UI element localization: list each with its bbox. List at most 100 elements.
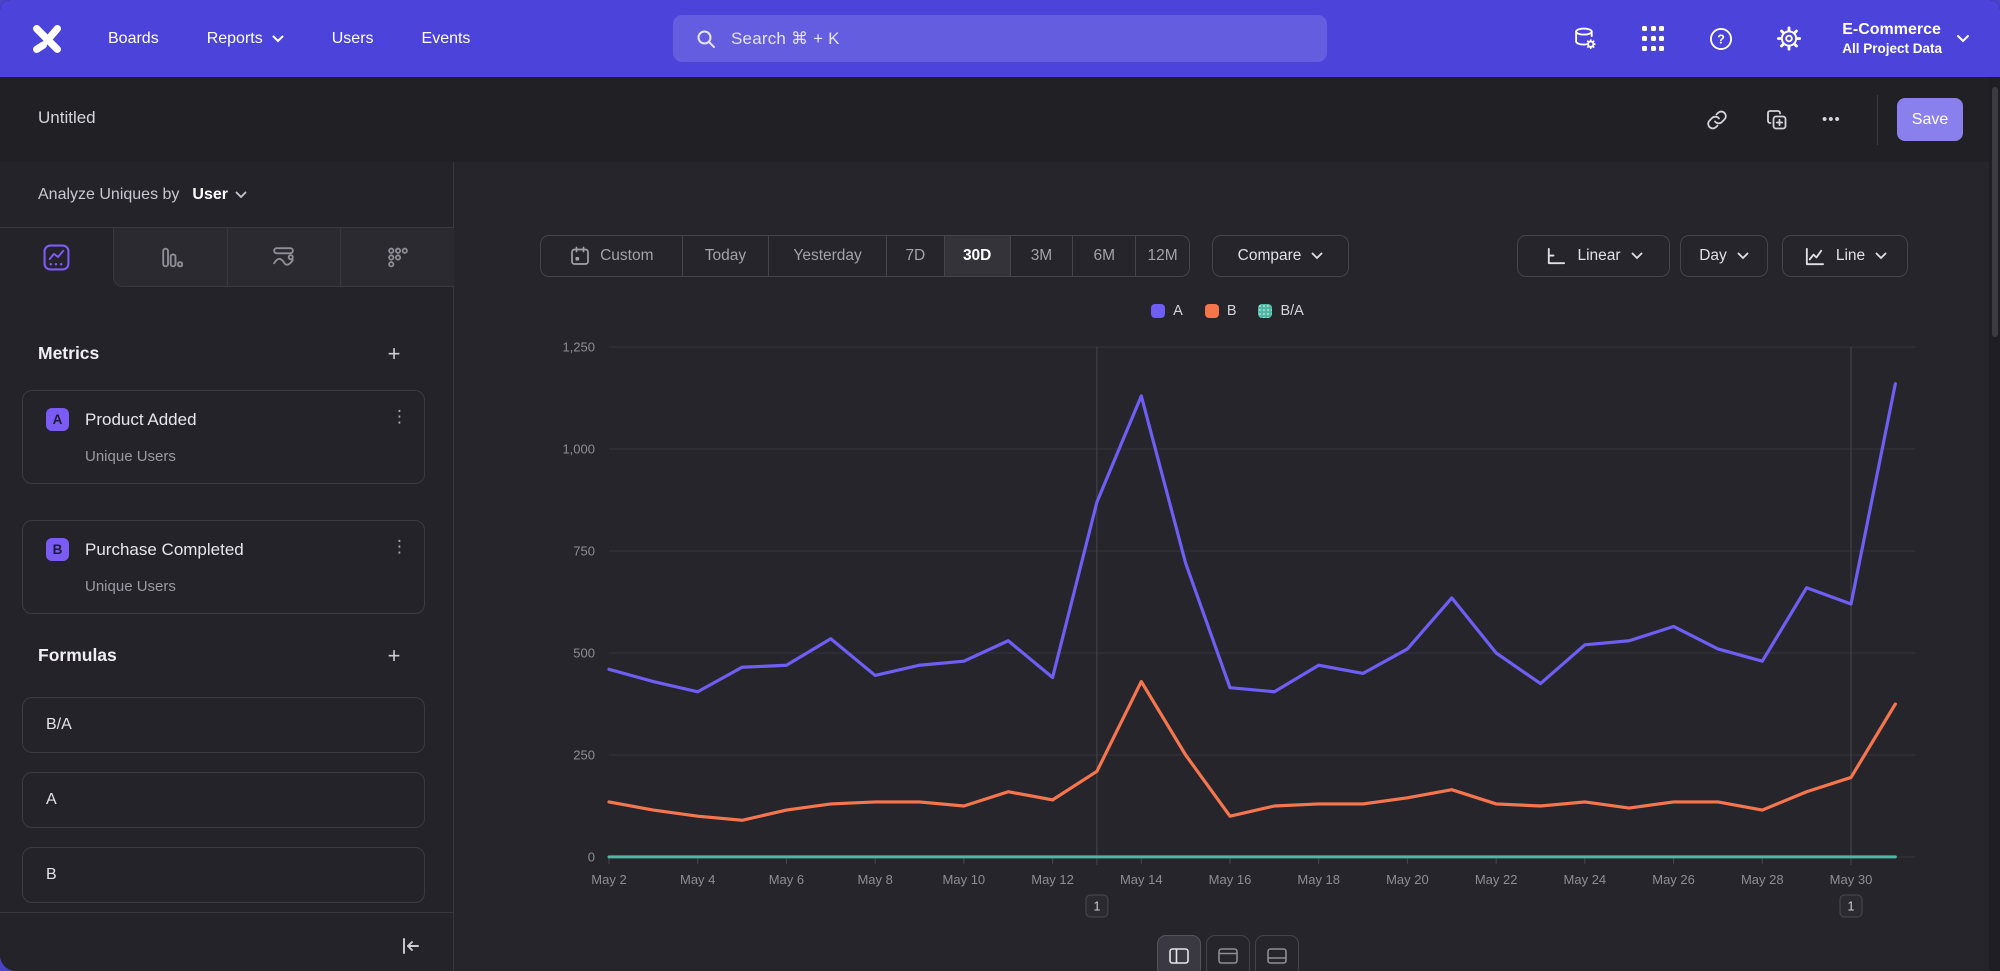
help-icon[interactable]: ? [1708, 26, 1734, 52]
chevron-down-icon[interactable] [235, 191, 247, 199]
project-name: E-Commerce [1842, 21, 1941, 38]
metric-badge-a: A [46, 408, 69, 431]
nav-item-boards[interactable]: Boards [108, 29, 159, 47]
metrics-heading: Metrics [38, 343, 100, 363]
svg-text:May 12: May 12 [1031, 872, 1074, 887]
range-3m[interactable]: 3M [1009, 236, 1073, 276]
formula-card-b[interactable]: B [22, 847, 425, 903]
series-A [607, 382, 1897, 694]
nav-right-cluster: ? E-Commerce All Project Data [1530, 0, 1970, 77]
scrollbar-thumb[interactable] [1991, 87, 1998, 337]
legend-label: B/A [1280, 303, 1304, 319]
chart-type-dropdown[interactable]: Line [1782, 235, 1908, 277]
project-chevron-down-icon[interactable] [1956, 34, 1970, 43]
duplicate-icon[interactable] [1765, 108, 1789, 132]
tab-line-chart[interactable] [0, 228, 113, 287]
metric-card-b[interactable]: B Purchase Completed Unique Users ⋮ [22, 520, 425, 614]
report-header: Untitled ••• Save [0, 77, 2000, 162]
analyze-value-dropdown[interactable]: User [192, 185, 228, 203]
svg-text:250: 250 [573, 748, 595, 763]
compare-button[interactable]: Compare [1212, 235, 1349, 277]
metric-name[interactable]: Product Added [85, 410, 197, 429]
svg-text:750: 750 [573, 544, 595, 559]
data-management-icon[interactable] [1572, 26, 1598, 52]
svg-text:1,250: 1,250 [562, 340, 595, 355]
svg-text:May 4: May 4 [680, 872, 715, 887]
interval-dropdown[interactable]: Day [1680, 235, 1768, 277]
more-options-icon[interactable]: ••• [1822, 111, 1841, 128]
scale-label: Linear [1577, 247, 1621, 264]
range-today[interactable]: Today [681, 236, 769, 276]
metric-name[interactable]: Purchase Completed [85, 540, 244, 559]
layout-split-left-button[interactable] [1156, 935, 1201, 971]
collapse-sidebar-button[interactable] [392, 932, 428, 962]
svg-text:1: 1 [1093, 900, 1100, 914]
save-button[interactable]: Save [1897, 98, 1963, 141]
flow-icon [273, 246, 295, 266]
scrollbar-track[interactable] [1989, 77, 2000, 971]
chevron-down-icon [272, 35, 284, 42]
scale-dropdown[interactable]: Linear [1517, 235, 1670, 277]
axis-scale-icon [1548, 247, 1566, 264]
chevron-down-icon [1311, 252, 1323, 260]
metric-menu-icon[interactable]: ⋮ [391, 407, 408, 426]
nav-item-users[interactable]: Users [331, 29, 374, 47]
analyze-label: Analyze Uniques by [38, 185, 180, 203]
legend-item-ba[interactable]: B/A [1258, 303, 1304, 319]
metric-badge-b: B [46, 538, 69, 561]
settings-gear-icon[interactable] [1776, 26, 1802, 52]
legend-swatch-1 [1204, 304, 1219, 318]
legend-item-b[interactable]: B [1204, 303, 1237, 319]
nav-item-reports[interactable]: Reports [207, 30, 284, 48]
bar-chart-icon [161, 247, 183, 267]
sidebar-divider [0, 912, 454, 913]
svg-text:May 20: May 20 [1386, 872, 1429, 887]
svg-text:?: ? [1717, 32, 1725, 46]
analyze-row: Analyze Uniques by User [0, 162, 453, 228]
collapse-left-icon [403, 937, 419, 954]
add-formula-button[interactable]: + [387, 643, 401, 668]
date-range-control: Custom Today Yesterday 7D 30D 3M 6M 12M [540, 235, 1190, 277]
metric-measure[interactable]: Unique Users [85, 578, 176, 595]
tab-retention[interactable] [340, 228, 454, 287]
apps-grid-icon[interactable] [1640, 26, 1666, 52]
range-yesterday[interactable]: Yesterday [768, 236, 886, 276]
tab-flow[interactable] [226, 228, 341, 287]
layout-split-top-button[interactable] [1205, 935, 1250, 971]
svg-text:May 22: May 22 [1475, 872, 1518, 887]
copy-link-icon[interactable] [1705, 108, 1729, 132]
range-label: Custom [600, 247, 654, 264]
legend-item-a[interactable]: A [1151, 303, 1183, 319]
formulas-heading: Formulas [38, 645, 117, 665]
range-custom[interactable]: Custom [541, 236, 682, 276]
project-switcher[interactable]: E-Commerce All Project Data [1842, 21, 1942, 56]
tab-bar-chart[interactable] [112, 228, 227, 287]
svg-text:May 14: May 14 [1120, 872, 1163, 887]
layout-split-bottom-icon [1266, 948, 1287, 964]
report-title[interactable]: Untitled [38, 108, 96, 127]
layout-split-left-icon [1168, 948, 1189, 964]
legend-label: A [1173, 303, 1183, 319]
formula-card-ba[interactable]: B/A [22, 697, 425, 753]
metric-measure[interactable]: Unique Users [85, 448, 176, 465]
range-30d[interactable]: 30D [943, 236, 1010, 276]
search-input[interactable]: Search ⌘ + K [673, 15, 1327, 62]
formula-card-a[interactable]: A [22, 772, 425, 828]
mixpanel-logo-icon[interactable] [30, 22, 64, 56]
line-chart-svg[interactable]: 0 250 500 750 1,000 1,250 May 2 May 4 May 6 May 8… [455, 327, 2000, 927]
layout-split-bottom-button[interactable] [1254, 935, 1299, 971]
svg-text:May 28: May 28 [1741, 872, 1784, 887]
top-nav: Boards Reports Users Events Search ⌘ + K [0, 0, 2000, 77]
legend-label: B [1226, 303, 1237, 319]
metric-menu-icon[interactable]: ⋮ [391, 537, 408, 556]
nav-item-events[interactable]: Events [421, 29, 471, 47]
svg-text:0: 0 [588, 850, 595, 865]
range-12m[interactable]: 12M [1135, 236, 1189, 276]
add-metric-button[interactable]: + [387, 341, 401, 366]
range-6m[interactable]: 6M [1072, 236, 1135, 276]
layout-split-top-icon [1217, 948, 1238, 964]
metric-card-a[interactable]: A Product Added Unique Users ⋮ [22, 390, 425, 484]
query-builder-sidebar: Analyze Uniques by User [0, 162, 454, 971]
range-7d[interactable]: 7D [885, 236, 944, 276]
